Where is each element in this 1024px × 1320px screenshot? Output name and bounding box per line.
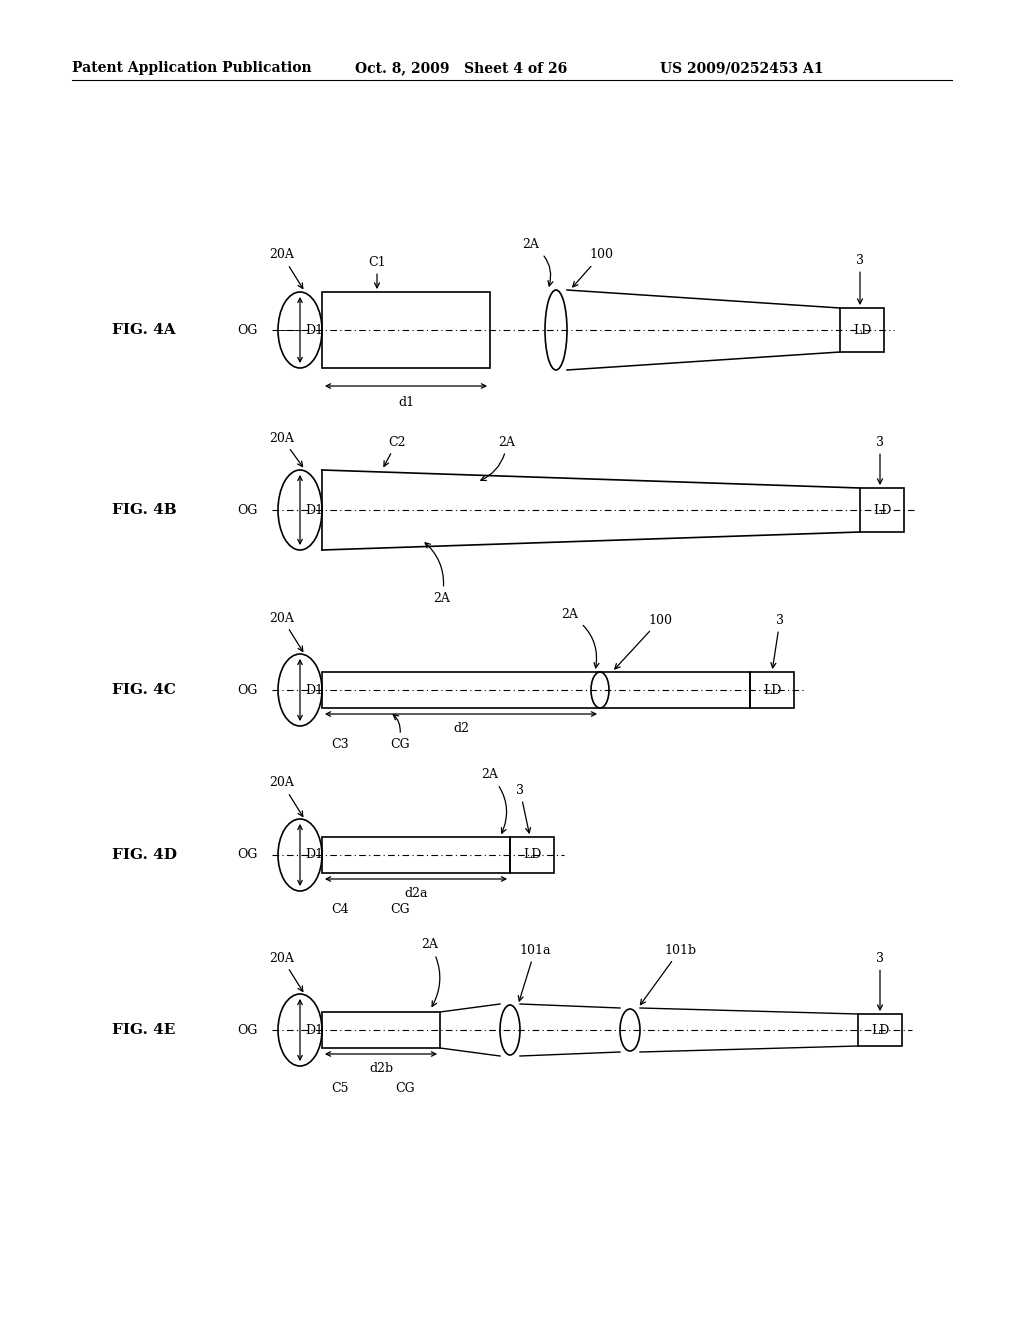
Text: C2: C2 [384,436,406,466]
Text: C1: C1 [369,256,386,288]
Text: OG: OG [238,1023,258,1036]
Text: OG: OG [238,323,258,337]
Text: 3: 3 [876,436,884,484]
Text: 100: 100 [614,614,672,669]
Text: 101b: 101b [640,944,696,1005]
Text: C3: C3 [331,738,349,751]
Text: 20A: 20A [269,248,303,289]
Text: OG: OG [238,849,258,862]
Bar [510,837,554,873]
Text: 20A: 20A [269,952,303,991]
Text: D1: D1 [305,1023,324,1036]
Text: LD: LD [853,323,871,337]
Text: 20A: 20A [269,432,302,466]
Text: 2A: 2A [481,436,515,480]
Text: d2b: d2b [369,1063,393,1074]
Text: d2: d2 [453,722,469,735]
Text: LD: LD [763,684,781,697]
Text: D1: D1 [305,323,324,337]
Text: Oct. 8, 2009   Sheet 4 of 26: Oct. 8, 2009 Sheet 4 of 26 [355,61,567,75]
Bar [750,672,794,708]
Text: 3: 3 [771,614,784,668]
Text: d2a: d2a [404,887,428,900]
Text: FIG. 4C: FIG. 4C [112,682,176,697]
Bar [860,488,904,532]
Text: D1: D1 [305,849,324,862]
Text: FIG. 4B: FIG. 4B [112,503,177,517]
Bar [322,837,510,873]
Text: D1: D1 [305,503,324,516]
Bar [322,292,490,368]
Text: 2A: 2A [481,768,507,833]
Text: 2A: 2A [422,939,440,1006]
Bar [322,672,750,708]
Text: 2A: 2A [522,239,553,286]
Text: CG: CG [395,1082,415,1096]
Text: 2A: 2A [561,609,599,668]
Bar [322,1012,440,1048]
Text: Patent Application Publication: Patent Application Publication [72,61,311,75]
Text: LD: LD [870,1023,889,1036]
Text: d1: d1 [398,396,414,409]
Text: 101a: 101a [518,944,551,1001]
Text: 20A: 20A [269,776,303,817]
Text: 100: 100 [572,248,613,286]
Text: CG: CG [390,903,410,916]
Text: 3: 3 [856,253,864,304]
Bar [858,1014,902,1045]
Text: 2A: 2A [425,543,451,605]
Text: C4: C4 [331,903,349,916]
Text: FIG. 4D: FIG. 4D [112,847,177,862]
Text: C5: C5 [331,1082,349,1096]
Text: FIG. 4A: FIG. 4A [112,323,176,337]
Text: 20A: 20A [269,611,303,652]
Text: 3: 3 [876,952,884,1010]
Text: LD: LD [523,849,542,862]
Bar [840,308,884,352]
Text: LD: LD [872,503,891,516]
Text: OG: OG [238,684,258,697]
Text: CG: CG [390,738,410,751]
Text: 3: 3 [516,784,530,833]
Text: US 2009/0252453 A1: US 2009/0252453 A1 [660,61,823,75]
Text: FIG. 4E: FIG. 4E [112,1023,175,1038]
Text: OG: OG [238,503,258,516]
Text: D1: D1 [305,684,324,697]
